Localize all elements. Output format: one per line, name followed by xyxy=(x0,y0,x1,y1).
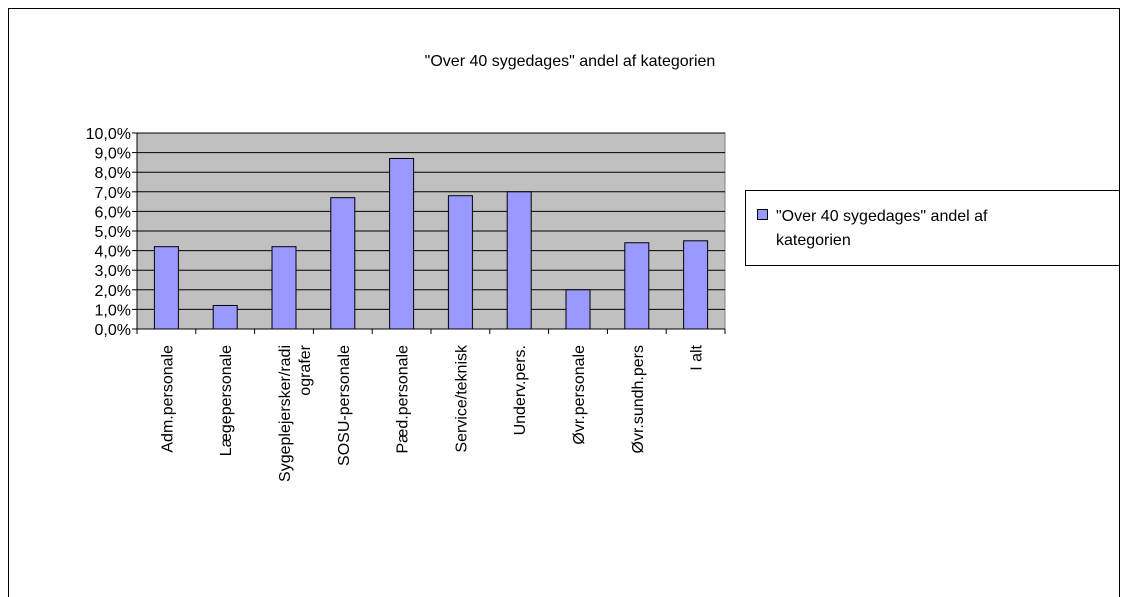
y-tick-label: 2,0% xyxy=(95,283,131,300)
x-tick-label: I alt xyxy=(689,344,706,370)
y-tick-label: 4,0% xyxy=(95,244,131,261)
bar xyxy=(212,304,238,330)
chart-title: "Over 40 sygedages" andel af kategorien xyxy=(425,53,716,70)
bar xyxy=(506,191,532,330)
bar xyxy=(389,157,415,330)
x-tick-label: Øvr.sundh.pers xyxy=(630,345,647,454)
y-tick-label: 1,0% xyxy=(95,302,131,319)
bar xyxy=(683,240,709,330)
x-tick-label: Sygeplejersker/radi ografer xyxy=(277,344,314,482)
bar xyxy=(330,197,356,330)
y-tick-label: 9,0% xyxy=(95,146,131,163)
legend-box xyxy=(745,190,1120,266)
legend-label: "Over 40 sygedages" andel af kategorien xyxy=(776,208,988,249)
x-tick-label: Adm.personale xyxy=(159,345,176,453)
y-tick-label: 3,0% xyxy=(95,263,131,280)
y-tick-label: 8,0% xyxy=(95,165,131,182)
y-tick-label: 6,0% xyxy=(95,204,131,221)
bar xyxy=(624,242,650,330)
x-tick-label: SOSU-personale xyxy=(336,345,353,466)
x-tick-label: Øvr.personale xyxy=(571,345,588,445)
x-tick-label: Pæd.personale xyxy=(395,345,412,454)
legend-swatch xyxy=(757,209,768,220)
bar xyxy=(271,246,297,330)
y-tick-label: 10,0% xyxy=(86,126,131,143)
x-tick-label: Service/teknisk xyxy=(453,344,470,453)
y-tick-label: 5,0% xyxy=(95,224,131,241)
bar xyxy=(153,246,179,330)
x-tick-label: Lægepersonale xyxy=(218,345,235,456)
y-tick-label: 7,0% xyxy=(95,185,131,202)
y-tick-label: 0,0% xyxy=(95,322,131,339)
x-tick-label: Underv.pers. xyxy=(512,345,529,435)
bar xyxy=(447,195,473,330)
bar xyxy=(565,289,591,330)
